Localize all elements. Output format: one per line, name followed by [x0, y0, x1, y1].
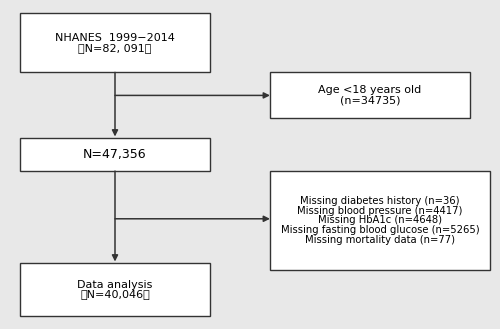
FancyBboxPatch shape [270, 171, 490, 270]
Text: Missing fasting blood glucose (n=5265): Missing fasting blood glucose (n=5265) [280, 225, 479, 235]
Text: （N=40,046）: （N=40,046） [80, 290, 150, 299]
Text: Missing mortality data (n=77): Missing mortality data (n=77) [305, 235, 455, 245]
Text: NHANES  1999−2014: NHANES 1999−2014 [55, 33, 175, 43]
Text: Missing HbA1c (n=4648): Missing HbA1c (n=4648) [318, 215, 442, 225]
FancyBboxPatch shape [20, 138, 210, 171]
Text: Age <18 years old: Age <18 years old [318, 86, 422, 95]
FancyBboxPatch shape [20, 13, 210, 72]
Text: Missing blood pressure (n=4417): Missing blood pressure (n=4417) [298, 206, 462, 215]
Text: N=47,356: N=47,356 [83, 148, 147, 161]
Text: Data analysis: Data analysis [78, 280, 152, 290]
Text: (n=34735): (n=34735) [340, 95, 400, 105]
Text: Missing diabetes history (n=36): Missing diabetes history (n=36) [300, 196, 460, 206]
Text: （N=82, 091）: （N=82, 091） [78, 43, 152, 53]
FancyBboxPatch shape [270, 72, 470, 118]
FancyBboxPatch shape [20, 263, 210, 316]
